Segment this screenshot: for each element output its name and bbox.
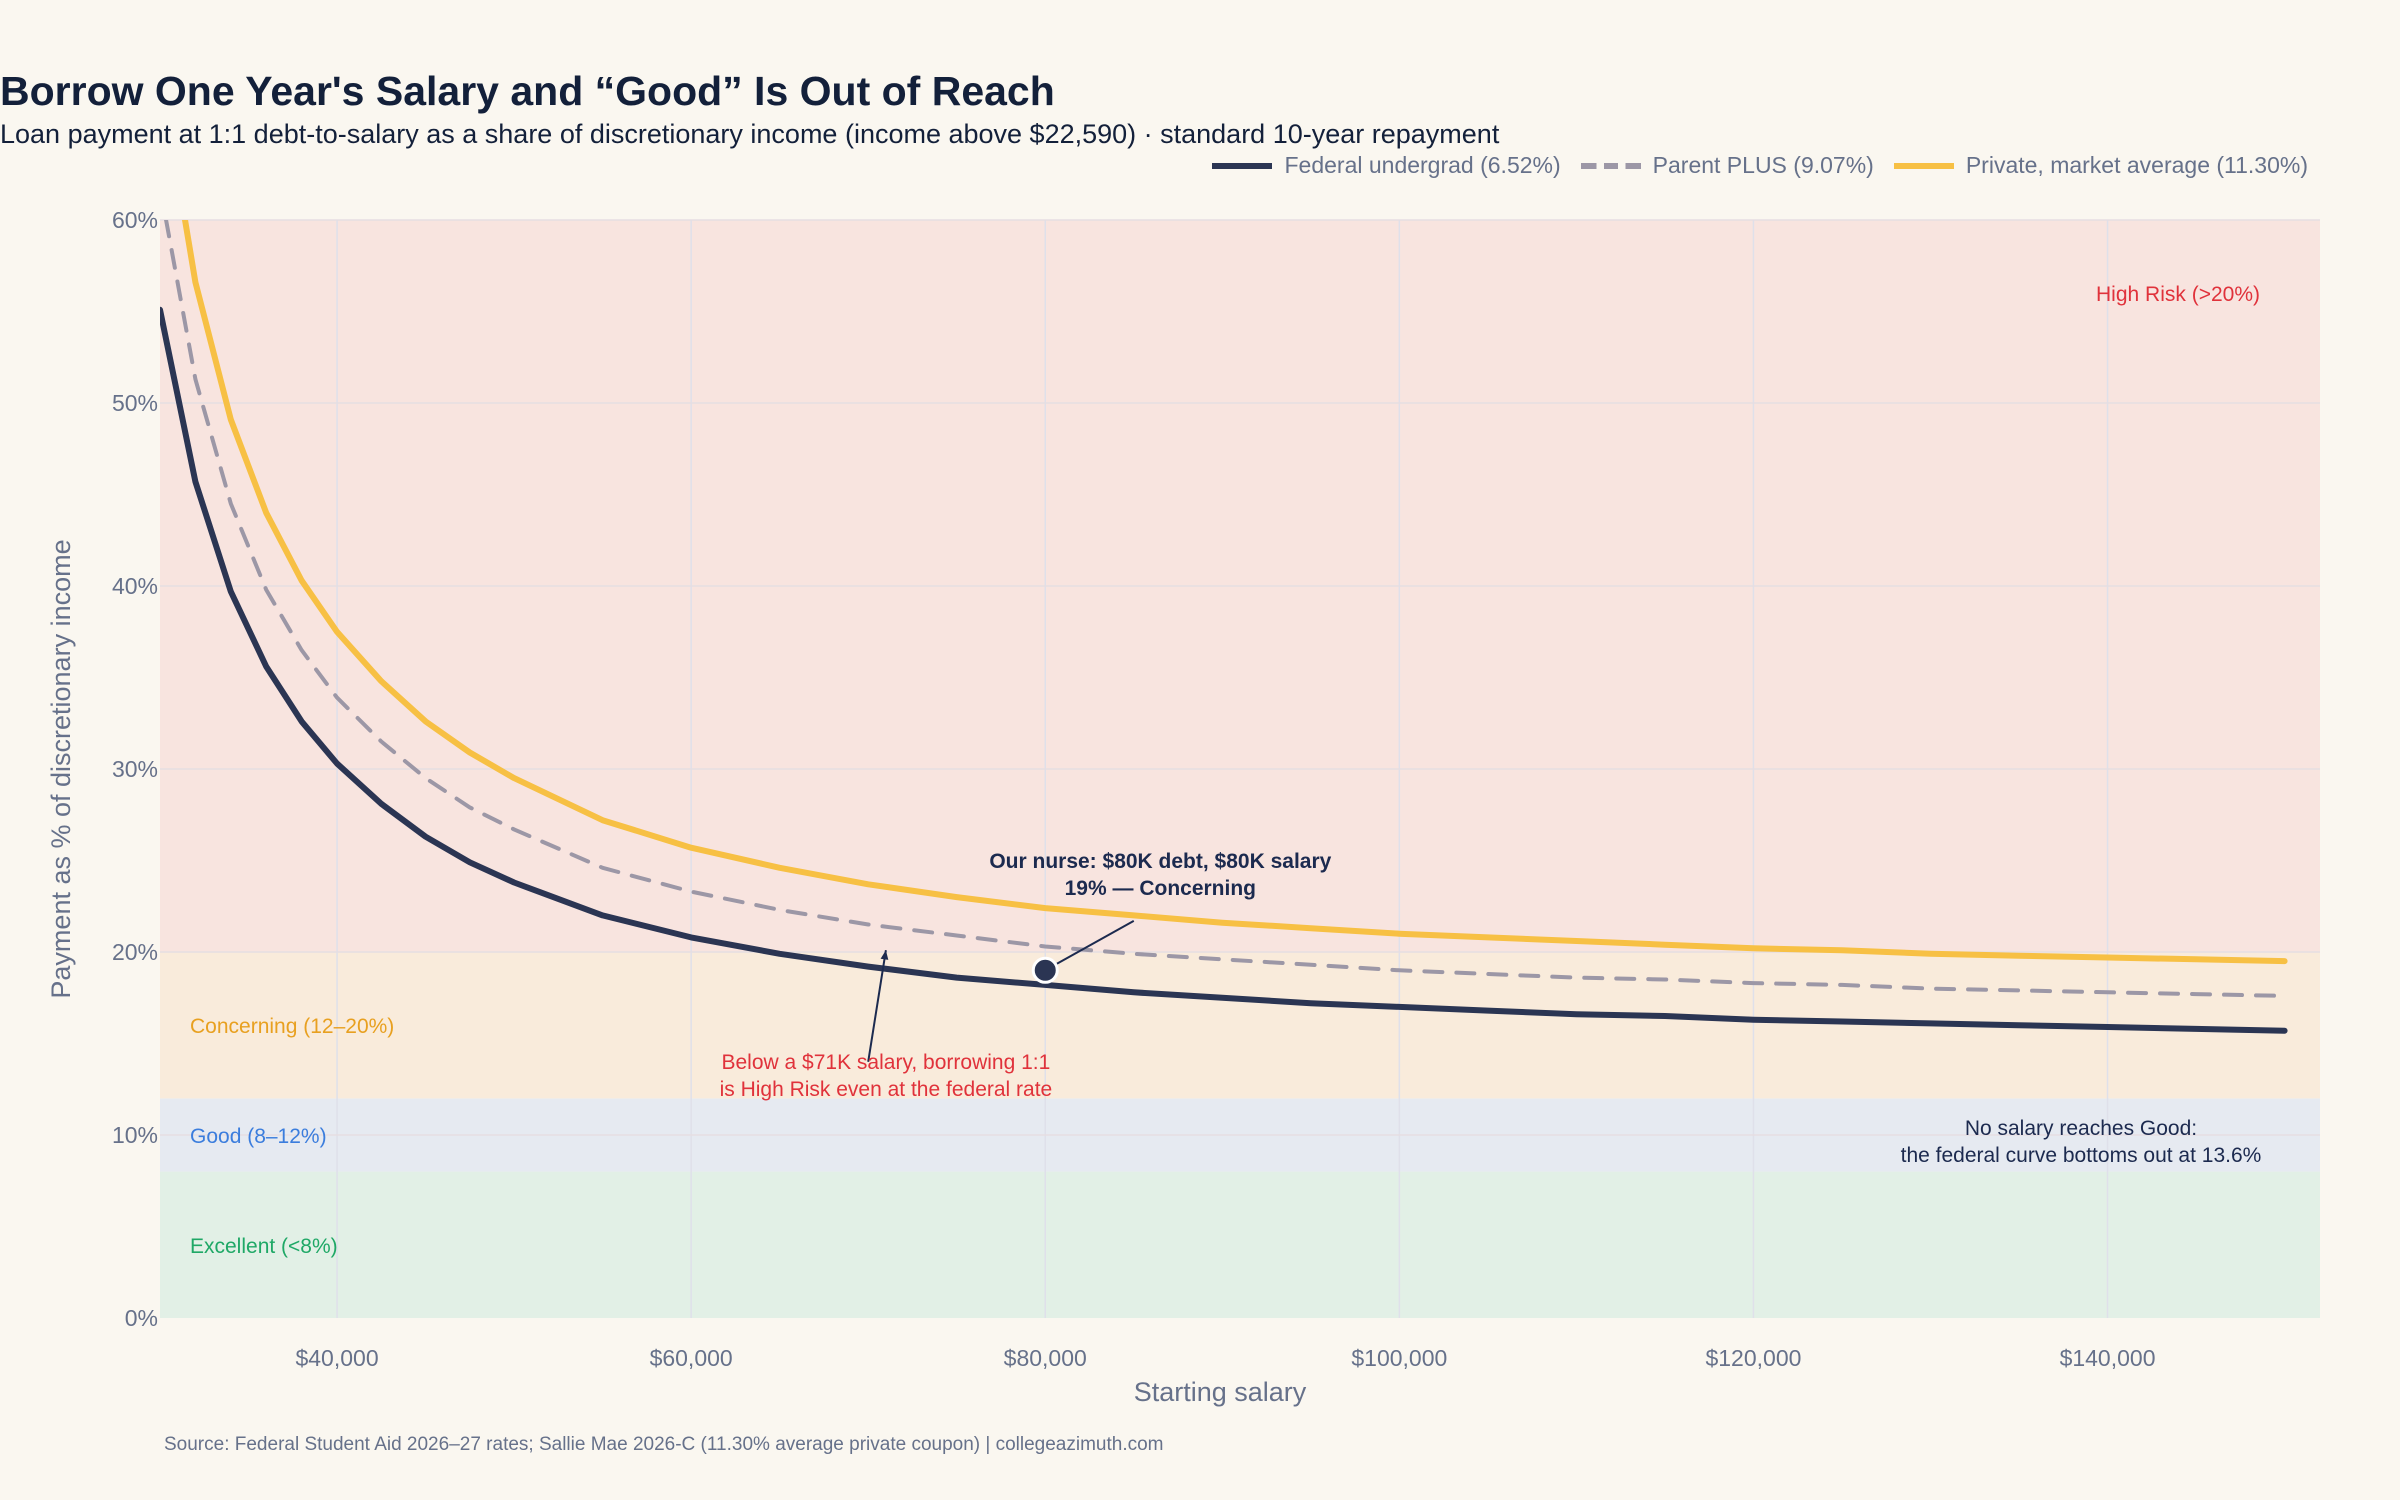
- x-tick-label-1: $60,000: [650, 1345, 733, 1371]
- series-line-1[interactable]: [160, 187, 2287, 998]
- legend-item-federal[interactable]: Federal undergrad (6.52%): [1212, 152, 1561, 179]
- y-tick-label-0: 0%: [125, 1305, 158, 1331]
- legend-swatch-federal: [1212, 162, 1273, 169]
- y-tick-label-6: 60%: [112, 207, 158, 233]
- band-label-3: High Risk (>20%): [2096, 283, 2260, 306]
- y-tick-label-4: 40%: [112, 573, 158, 599]
- series-line-0[interactable]: [160, 306, 2288, 1034]
- legend-label-federal: Federal undergrad (6.52%): [1284, 152, 1561, 178]
- annotation-nurse-line-0: Our nurse: $80K debt, $80K salary: [989, 850, 1331, 873]
- annotation-arrowhead-threshold: [880, 950, 889, 960]
- band-0: [160, 1171, 2320, 1318]
- chart-legend: Federal undergrad (6.52%) Parent PLUS (9…: [1212, 152, 2308, 179]
- x-axis-title: Starting salary: [1134, 1377, 1307, 1407]
- x-tick-label-2: $80,000: [1004, 1345, 1087, 1371]
- y-tick-label-2: 20%: [112, 939, 158, 965]
- annotation-nurse-line-1: 19% — Concerning: [1065, 877, 1256, 900]
- y-tick-label-3: 30%: [112, 756, 158, 782]
- x-tick-label-3: $100,000: [1351, 1345, 1447, 1371]
- source-note: Source: Federal Student Aid 2026–27 rate…: [164, 1434, 1164, 1455]
- x-tick-label-4: $120,000: [1705, 1345, 1801, 1371]
- band-label-2: Concerning (12–20%): [190, 1015, 394, 1038]
- legend-label-parent-plus: Parent PLUS (9.07%): [1652, 152, 1874, 178]
- x-tick-label-0: $40,000: [295, 1345, 378, 1371]
- annotation-no-good-line-1: the federal curve bottoms out at 13.6%: [1901, 1144, 2262, 1167]
- chart-title: Borrow One Year's Salary and “Good” Is O…: [0, 68, 1055, 114]
- annotation-no-good-line-0: No salary reaches Good:: [1965, 1117, 2197, 1140]
- legend-swatch-parent-plus: [1580, 162, 1641, 169]
- band-label-1: Good (8–12%): [190, 1125, 327, 1148]
- x-tick-label-5: $140,000: [2060, 1345, 2156, 1371]
- annotation-threshold-line-0: Below a $71K salary, borrowing 1:1: [722, 1051, 1051, 1074]
- legend-swatch-private: [1893, 162, 1954, 169]
- legend-item-parent-plus[interactable]: Parent PLUS (9.07%): [1580, 152, 1874, 179]
- annotation-arrow-threshold: [867, 950, 887, 1062]
- y-axis-title: Payment as % of discretionary income: [46, 539, 76, 998]
- annotation-threshold-line-1: is High Risk even at the federal rate: [720, 1078, 1053, 1101]
- y-tick-label-1: 10%: [112, 1122, 158, 1148]
- highlight-point-nurse[interactable]: [1031, 956, 1059, 984]
- legend-label-private: Private, market average (11.30%): [1965, 152, 2308, 178]
- band-label-0: Excellent (<8%): [190, 1235, 338, 1258]
- series-line-2[interactable]: [160, 70, 2288, 965]
- chart-subtitle: Loan payment at 1:1 debt-to-salary as a …: [0, 119, 1500, 149]
- y-tick-label-5: 50%: [112, 390, 158, 416]
- annotation-arrow-nurse: [1044, 920, 1135, 972]
- legend-item-private[interactable]: Private, market average (11.30%): [1893, 152, 2308, 179]
